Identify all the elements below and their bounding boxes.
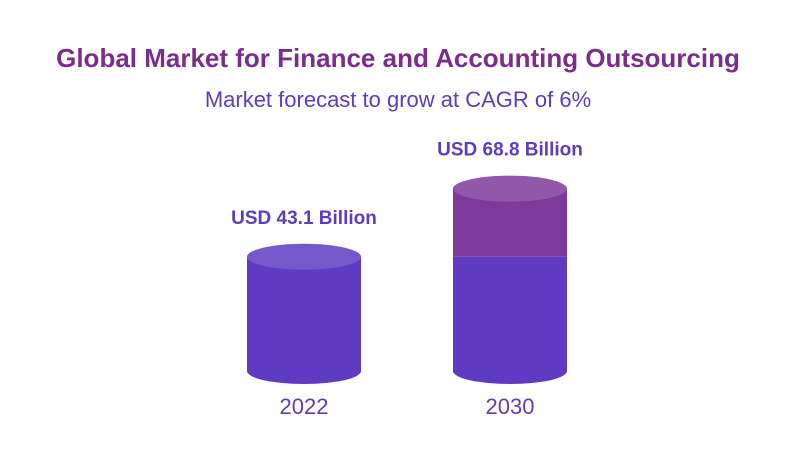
chart-subtitle: Market forecast to grow at CAGR of 6% — [205, 87, 591, 112]
value-label: USD 43.1 Billion — [231, 208, 377, 229]
x-tick-label: 2030 — [486, 394, 535, 419]
chart-title: Global Market for Finance and Accounting… — [56, 43, 740, 73]
cylinder-body — [453, 256, 567, 371]
value-label: USD 68.8 Billion — [437, 140, 583, 161]
cylinder-top — [453, 175, 567, 202]
cylinder-top — [247, 243, 361, 270]
x-tick-label: 2022 — [280, 394, 329, 419]
cylinder-body — [247, 256, 361, 371]
